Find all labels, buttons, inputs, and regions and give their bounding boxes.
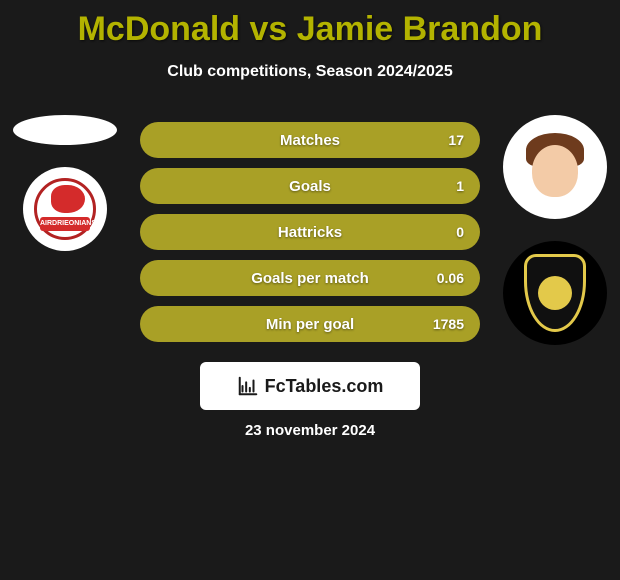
- stat-label: Goals per match: [251, 270, 369, 287]
- stat-value-right: 0.06: [437, 260, 464, 296]
- stat-label: Matches: [280, 132, 340, 149]
- footer-date: 23 november 2024: [0, 422, 620, 439]
- stat-row: Matches 17: [140, 122, 480, 158]
- stat-label: Goals: [289, 178, 331, 195]
- player-right-photo: [503, 115, 607, 219]
- stat-value-right: 1: [456, 168, 464, 204]
- afc-badge: AIRDRIEONIANS: [34, 178, 96, 240]
- stat-row: Goals 1: [140, 168, 480, 204]
- stat-value-right: 17: [448, 122, 464, 158]
- stats-table: Matches 17 Goals 1 Hattricks 0 Goals per…: [140, 122, 480, 352]
- face-icon: [520, 127, 590, 207]
- brand-box[interactable]: FcTables.com: [200, 362, 420, 410]
- afc-band-label: AIRDRIEONIANS: [40, 217, 90, 231]
- brand-text: FcTables.com: [265, 376, 384, 397]
- afc-rooster-icon: [51, 185, 85, 213]
- player-left-placeholder: [13, 115, 117, 145]
- page-subtitle: Club competitions, Season 2024/2025: [0, 63, 620, 81]
- stat-row: Goals per match 0.06: [140, 260, 480, 296]
- page-title: McDonald vs Jamie Brandon: [0, 0, 620, 49]
- right-player-column: [500, 115, 610, 345]
- club-badge-left: AIRDRIEONIANS: [23, 167, 107, 251]
- stat-row: Hattricks 0: [140, 214, 480, 250]
- left-player-column: AIRDRIEONIANS: [10, 115, 120, 251]
- shield-icon: [524, 254, 586, 332]
- stat-label: Hattricks: [278, 224, 342, 241]
- stat-value-right: 1785: [433, 306, 464, 342]
- chart-icon: [237, 375, 259, 397]
- stat-value-right: 0: [456, 214, 464, 250]
- stat-row: Min per goal 1785: [140, 306, 480, 342]
- stat-label: Min per goal: [266, 316, 354, 333]
- club-badge-right: [503, 241, 607, 345]
